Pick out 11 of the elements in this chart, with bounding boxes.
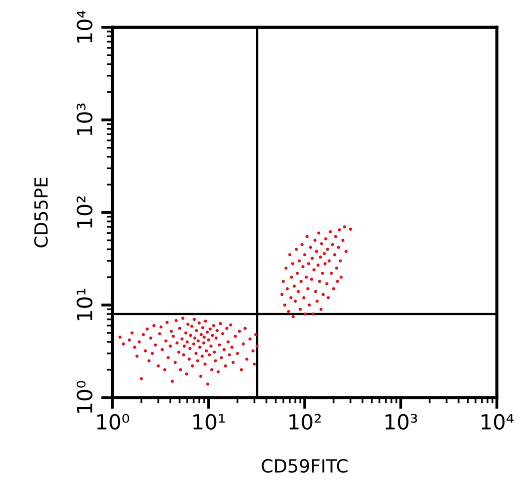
y-tick-label: 10³: [76, 104, 92, 136]
x-tick-label: 10²: [290, 414, 321, 430]
x-axis-title: CD59FITC: [262, 459, 348, 473]
x-tick-label: 10⁴: [482, 414, 514, 430]
x-tick-label: 10¹: [193, 414, 225, 430]
y-tick-label: 10²: [76, 196, 92, 228]
y-tick-label: 10⁴: [76, 10, 92, 42]
y-axis-title: CD55PE: [34, 178, 48, 248]
x-tick-label: 10⁰: [97, 414, 130, 430]
y-tick-label: 10¹: [76, 288, 92, 320]
x-tick-label: 10³: [386, 414, 418, 430]
